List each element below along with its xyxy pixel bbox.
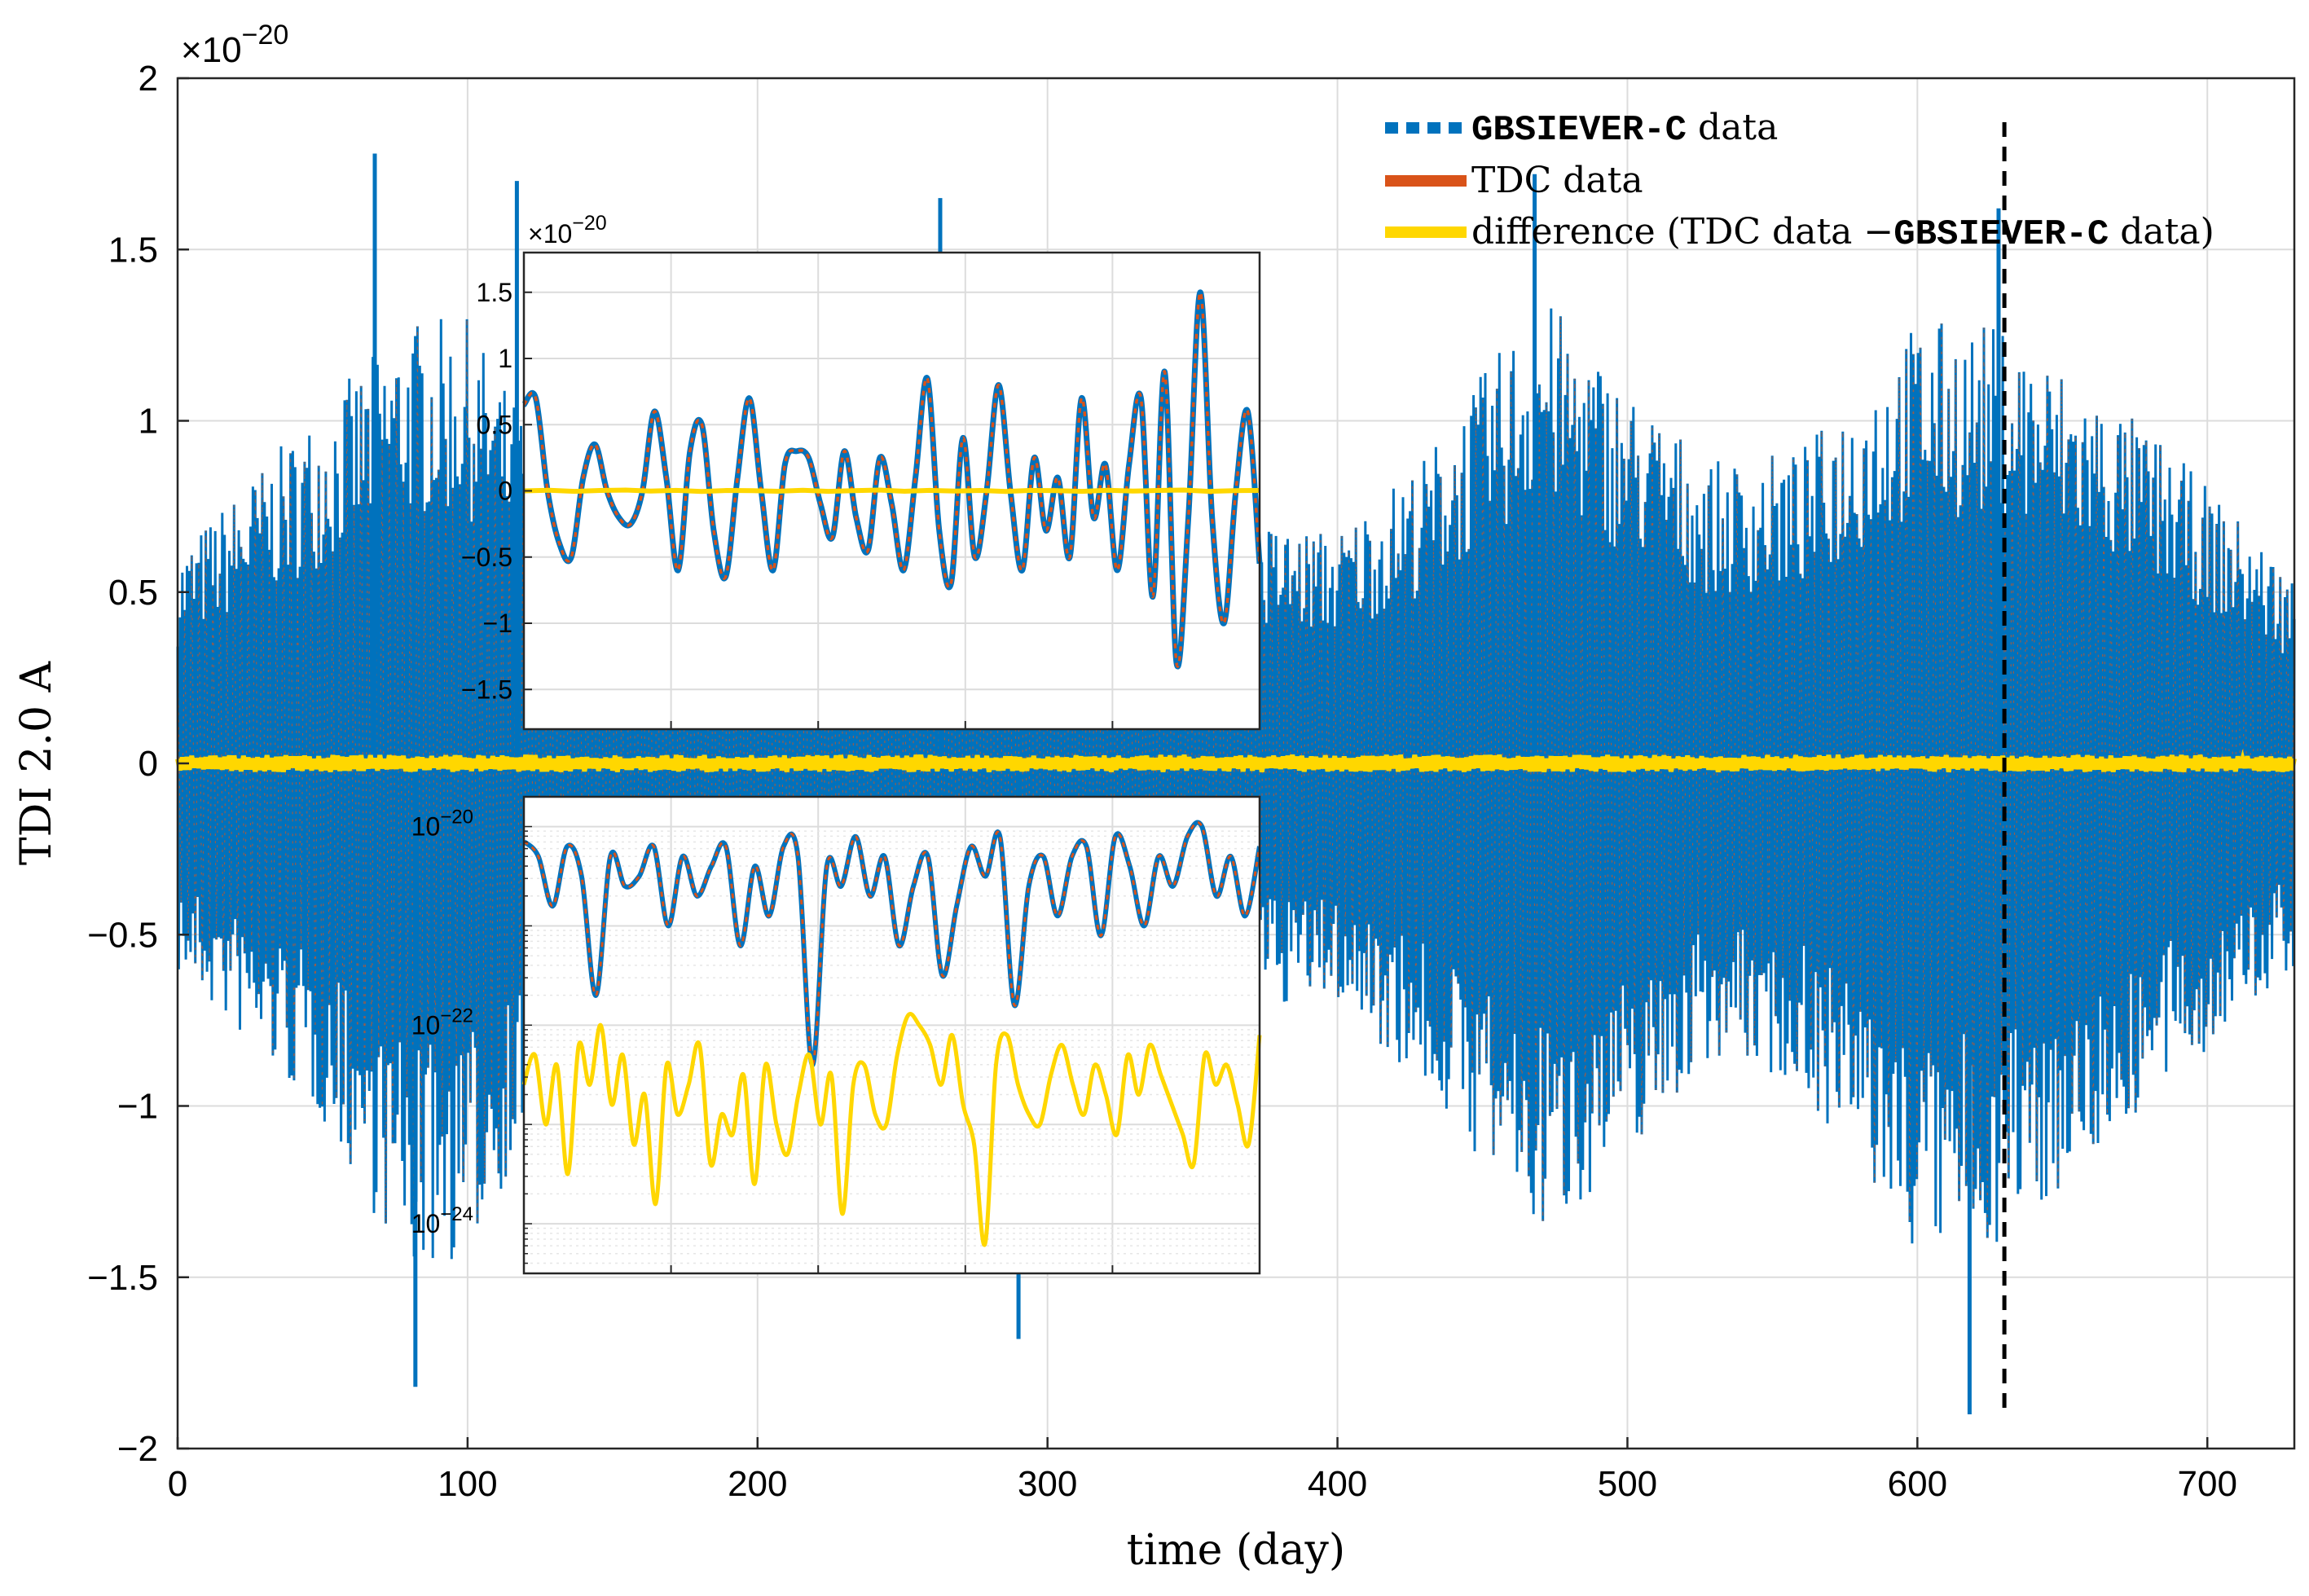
y-multiplier: ×10−20	[181, 20, 288, 70]
legend-entry-tdc: TDC data	[1385, 160, 1643, 201]
inset-log-y-tick-base: 10	[411, 1010, 441, 1040]
legend-label-difference-code: GBSIEVER-C	[1893, 214, 2109, 255]
y-tick-label: 0	[139, 744, 158, 784]
x-axis-label: time (day)	[1127, 1526, 1345, 1575]
x-tick-label: 700	[2178, 1464, 2237, 1504]
y-axis-label: TDI 2.0 A	[12, 660, 61, 865]
inset-linear-y-tick-label: 0	[498, 477, 512, 506]
y-tick-label: −0.5	[87, 915, 158, 955]
y-tick-label: 2	[139, 59, 158, 99]
inset-linear-y-tick-label: −1	[483, 609, 512, 638]
legend-label-tdc: TDC data	[1471, 160, 1643, 201]
legend-label-gbsiever-code: GBSIEVER-C	[1471, 110, 1687, 151]
inset-log-y-tick-label: 10−24	[411, 1203, 473, 1238]
legend-entry-gbsiever: GBSIEVER-C data	[1385, 107, 1778, 151]
legend-entry-difference: difference (TDC data −GBSIEVER-C data)	[1385, 211, 2214, 255]
y-tick-label: 1.5	[108, 230, 158, 270]
inset-linear-zoom: −1.5 −1 −0.5 0 0.5 1 1.5 ×10−20	[461, 212, 1263, 731]
inset-log-background	[524, 797, 1260, 1273]
x-tick-label: 500	[1598, 1464, 1657, 1504]
y-multiplier-exponent: −20	[242, 20, 289, 51]
x-tick-label: 300	[1018, 1464, 1077, 1504]
inset-linear-difference-line	[523, 487, 1260, 495]
inset-linear-y-tick-label: 1.5	[477, 278, 512, 307]
inset-linear-y-tick-label: −1.5	[461, 675, 512, 704]
inset-linear-y-ticks: −1.5 −1 −0.5 0 0.5 1 1.5	[461, 278, 1260, 729]
inset-linear-y-tick-label: −0.5	[461, 543, 512, 572]
inset-log-difference-line	[521, 1012, 1262, 1247]
x-tick-label: 400	[1308, 1464, 1367, 1504]
x-tick-label: 600	[1888, 1464, 1947, 1504]
y-tick-label: −1	[117, 1087, 158, 1127]
inset-linear-y-multiplier-exponent: −20	[572, 212, 606, 235]
difference-series	[175, 749, 2297, 773]
x-axis-ticks: 0 100 200 300 400 500 600 700	[168, 1437, 2237, 1504]
legend-label-difference-pre: difference (TDC data −	[1471, 211, 1893, 253]
inset-log-y-tick-label: 10−22	[411, 1005, 473, 1040]
inset-log-y-tick-base: 10	[411, 812, 441, 842]
legend-label-gbsiever: GBSIEVER-C data	[1471, 107, 1778, 151]
legend-label-difference-rest: data)	[2109, 211, 2214, 253]
inset-log-y-tick-exponent: −20	[440, 807, 473, 829]
legend: GBSIEVER-C data TDC data difference (TDC…	[1385, 107, 2214, 255]
y-tick-label: −2	[117, 1429, 158, 1469]
y-tick-label: −1.5	[87, 1258, 158, 1298]
y-multiplier-base: ×10	[181, 30, 242, 70]
inset-linear-y-multiplier: ×10−20	[528, 212, 607, 248]
legend-label-gbsiever-rest: data	[1687, 107, 1778, 148]
y-axis-ticks: −2 −1.5 −1 −0.5 0 0.5 1 1.5 2	[87, 59, 189, 1469]
inset-log-y-tick-exponent: −22	[440, 1005, 473, 1027]
legend-label-difference: difference (TDC data −GBSIEVER-C data)	[1471, 211, 2214, 255]
inset-linear-tdc-line	[522, 291, 1261, 668]
difference-line	[175, 749, 2297, 773]
inset-log-y-tick-base: 10	[411, 1209, 441, 1238]
y-tick-label: 0.5	[108, 573, 158, 613]
inset-linear-y-multiplier-base: ×10	[528, 219, 572, 248]
inset-log-y-tick-label: 10−20	[411, 807, 473, 842]
inset-log-grid	[523, 797, 1260, 1273]
inset-log-y-tick-exponent: −24	[440, 1203, 473, 1225]
x-tick-label: 200	[728, 1464, 787, 1504]
y-tick-label: 1	[139, 402, 158, 442]
inset-linear-y-tick-label: 1	[498, 344, 512, 373]
x-tick-label: 100	[438, 1464, 497, 1504]
x-tick-label: 0	[168, 1464, 187, 1504]
inset-log-tdc-line	[522, 821, 1261, 1066]
inset-linear-y-tick-label: 0.5	[477, 410, 512, 439]
